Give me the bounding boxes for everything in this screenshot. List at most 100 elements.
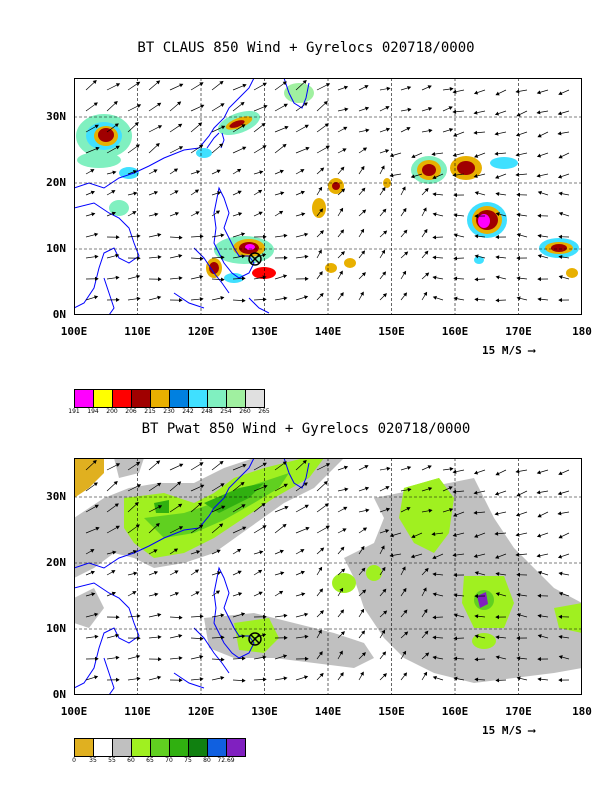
wind-arrow-head [262, 253, 267, 258]
wind-arrow-head [558, 298, 563, 303]
wind-arrow-head [453, 193, 458, 198]
wind-arrow-head [199, 655, 204, 660]
wind-arrow-head [304, 656, 309, 661]
wind-arrow-head [325, 525, 330, 530]
wind-arrow-head [324, 123, 329, 128]
wind-arrow-head [157, 482, 162, 487]
wind-arrow-head [132, 549, 138, 554]
wind-arrow-head [280, 191, 285, 196]
y-tick-label: 20N [46, 176, 66, 189]
wind-arrow-head [449, 127, 454, 132]
wind-arrow-head [237, 548, 242, 553]
wind-arrow-head [241, 232, 246, 237]
wind-arrow-head [114, 503, 119, 508]
wind-arrow-head [241, 678, 246, 683]
wind-arrow-head [473, 554, 478, 558]
wind-arrow-head [406, 127, 411, 131]
wind-arrow-head [157, 505, 163, 509]
wind-arrow-head [474, 614, 479, 619]
wind-arrow-head [174, 591, 180, 596]
wind-arrow-head [428, 106, 433, 111]
wind-arrow-head [199, 677, 204, 682]
wind-arrow-head [241, 504, 246, 508]
wind-arrow-head [537, 634, 542, 639]
wind-arrow-head [219, 143, 224, 148]
wind-arrow-head [178, 235, 183, 240]
colorbar-swatch [169, 389, 189, 408]
wind-arrow-head [238, 212, 243, 217]
wind-arrow-head [474, 534, 479, 538]
x-tick-label: 100E [60, 325, 88, 338]
wind-arrow-head [284, 505, 289, 510]
wind-arrow-head [432, 255, 437, 260]
wind-arrow-head [515, 532, 520, 537]
wind-arrow-head [380, 545, 385, 550]
wind-arrow-head [325, 83, 331, 87]
wind-arrow-head [262, 82, 267, 87]
colorbar-swatch [74, 389, 94, 408]
wind-arrow-head [115, 615, 120, 620]
wind-arrow-head [115, 525, 120, 530]
wind-arrow-head [318, 249, 322, 254]
wind-arrow-head [157, 613, 162, 618]
wind-arrow-head [381, 566, 386, 572]
wind-arrow-head [495, 298, 500, 303]
wind-arrow-head [340, 229, 345, 234]
wind-arrow-head [279, 549, 284, 554]
wind-arrow-head [495, 275, 500, 280]
wind-arrow-head [157, 635, 162, 640]
wind-arrow-head [360, 228, 365, 233]
wind-arrow-head [154, 592, 159, 597]
wind-arrow-head [385, 127, 391, 132]
wind-arrow-head [537, 513, 542, 518]
wind-arrow-head [536, 553, 541, 558]
wind-arrow-head [304, 232, 309, 237]
wind-arrow-head [241, 276, 246, 281]
wind-arrow-head [241, 124, 246, 128]
x-tick-label: 180 [572, 325, 592, 338]
wind-arrow-head [386, 86, 391, 91]
gyre-location-marker [248, 252, 262, 266]
wind-arrow-head [516, 112, 521, 117]
colorbar-swatch [207, 389, 227, 408]
wind-arrow-head [242, 526, 247, 531]
wind-arrow-head [300, 169, 305, 173]
wind-arrow-head [340, 251, 345, 256]
wind-arrow-head [432, 295, 437, 300]
wind-arrow-head [474, 154, 479, 158]
y-tick-label: 20N [46, 556, 66, 569]
wind-arrow-head [304, 254, 309, 259]
wind-arrow-head [241, 612, 246, 617]
wind-arrow-head [495, 655, 500, 660]
wind-arrow-head [407, 107, 412, 112]
wind-arrow-head [90, 190, 95, 195]
x-tick-label: 160E [441, 325, 469, 338]
wind-arrow-head [403, 672, 408, 677]
wind-arrow-head [404, 251, 409, 256]
wind-arrow-head [220, 233, 225, 238]
wind-arrow-head [516, 192, 521, 197]
wind-arrow-head [304, 124, 309, 129]
wind-arrow-head [558, 571, 563, 576]
wind-arrow-head [365, 128, 370, 133]
wind-arrow-head [90, 549, 95, 553]
wind-arrow-head [217, 571, 222, 576]
wind-arrow-head [473, 470, 479, 475]
wind-arrow-head [515, 132, 521, 137]
wind-arrow-head [94, 675, 99, 680]
wind-arrow-head [427, 465, 432, 469]
wind-arrow-head [155, 522, 160, 527]
y-tick-label: 0N [52, 688, 66, 701]
wind-arrow-head [173, 168, 179, 173]
wind-arrow-head [425, 272, 430, 277]
wind-arrow-head [516, 676, 521, 681]
colorbar-swatch [150, 738, 170, 757]
wind-arrow-head [113, 480, 118, 485]
wind-arrow-head [318, 186, 323, 191]
wind-arrow-head [177, 481, 182, 486]
wind-arrow-head [178, 254, 183, 259]
wind-arrow-head [516, 592, 521, 597]
wind-arrow-head [495, 635, 500, 640]
wind-arrow-head [319, 672, 324, 677]
colorbar-swatch [226, 389, 246, 408]
